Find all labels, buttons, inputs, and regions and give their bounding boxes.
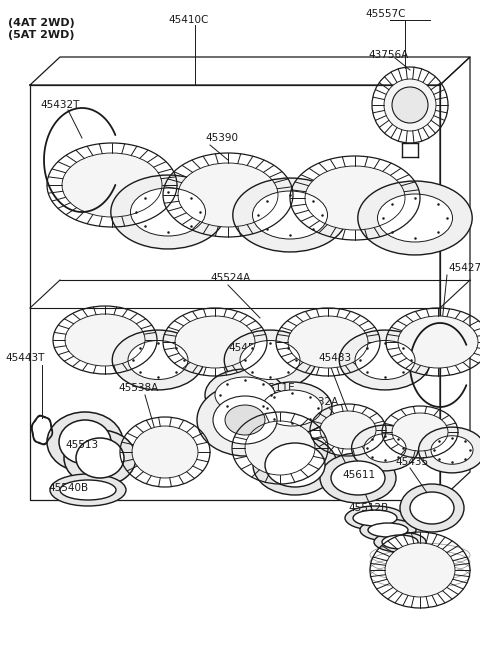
Ellipse shape (431, 436, 473, 464)
Ellipse shape (128, 340, 188, 380)
Ellipse shape (364, 434, 406, 462)
Ellipse shape (419, 427, 480, 473)
Text: 45511E: 45511E (255, 383, 295, 393)
Ellipse shape (65, 314, 145, 366)
Text: 45390: 45390 (205, 133, 238, 143)
Ellipse shape (358, 181, 472, 255)
Ellipse shape (64, 430, 136, 486)
Ellipse shape (355, 340, 415, 380)
Text: 45435: 45435 (395, 457, 428, 467)
Text: 45443T: 45443T (5, 353, 44, 363)
Ellipse shape (111, 175, 225, 249)
Ellipse shape (50, 474, 126, 506)
Ellipse shape (60, 480, 116, 500)
Ellipse shape (224, 330, 316, 390)
Ellipse shape (385, 543, 455, 597)
Text: 45432T: 45432T (40, 100, 79, 110)
Ellipse shape (410, 492, 454, 524)
Ellipse shape (245, 421, 315, 475)
Ellipse shape (178, 163, 278, 227)
Text: (5AT 2WD): (5AT 2WD) (8, 30, 74, 40)
Ellipse shape (262, 390, 322, 426)
Ellipse shape (112, 330, 204, 390)
Ellipse shape (205, 369, 285, 421)
Ellipse shape (384, 79, 436, 131)
Ellipse shape (76, 438, 124, 478)
Ellipse shape (213, 396, 277, 444)
Ellipse shape (339, 330, 431, 390)
Text: 45451: 45451 (228, 343, 261, 353)
Text: 43756A: 43756A (368, 50, 408, 60)
Text: 45410C: 45410C (168, 15, 208, 25)
Text: 45512B: 45512B (348, 503, 388, 513)
Ellipse shape (47, 412, 123, 472)
Text: 45557C: 45557C (365, 9, 406, 19)
Ellipse shape (265, 443, 325, 487)
Text: 45483: 45483 (318, 353, 351, 363)
Text: (4AT 2WD): (4AT 2WD) (8, 18, 75, 28)
Ellipse shape (345, 506, 405, 530)
Text: 45538A: 45538A (118, 383, 158, 393)
Ellipse shape (400, 484, 464, 532)
Ellipse shape (252, 191, 327, 239)
Ellipse shape (288, 316, 368, 368)
Ellipse shape (360, 519, 416, 541)
Ellipse shape (382, 535, 418, 549)
Ellipse shape (175, 316, 255, 368)
Ellipse shape (331, 461, 385, 495)
Text: 45532A: 45532A (298, 397, 338, 407)
Ellipse shape (132, 426, 198, 478)
Ellipse shape (305, 166, 405, 230)
Ellipse shape (240, 340, 300, 380)
Ellipse shape (197, 384, 293, 456)
Ellipse shape (398, 316, 478, 368)
Ellipse shape (351, 425, 419, 471)
Ellipse shape (252, 382, 332, 434)
Ellipse shape (215, 377, 275, 413)
Text: 45611: 45611 (342, 470, 375, 480)
Text: 45540B: 45540B (48, 483, 88, 493)
Ellipse shape (392, 413, 448, 451)
Ellipse shape (225, 405, 265, 435)
Ellipse shape (233, 178, 347, 252)
Text: 45427T: 45427T (448, 263, 480, 273)
Ellipse shape (59, 420, 111, 464)
Ellipse shape (392, 87, 428, 123)
Text: 45513: 45513 (65, 440, 98, 450)
Ellipse shape (320, 411, 376, 449)
Ellipse shape (253, 435, 337, 495)
Ellipse shape (353, 510, 397, 526)
Ellipse shape (374, 532, 426, 552)
Ellipse shape (62, 153, 162, 217)
Ellipse shape (320, 453, 396, 503)
Ellipse shape (368, 523, 408, 537)
Ellipse shape (377, 194, 453, 242)
Text: 45524A: 45524A (210, 273, 250, 283)
Ellipse shape (131, 188, 205, 236)
